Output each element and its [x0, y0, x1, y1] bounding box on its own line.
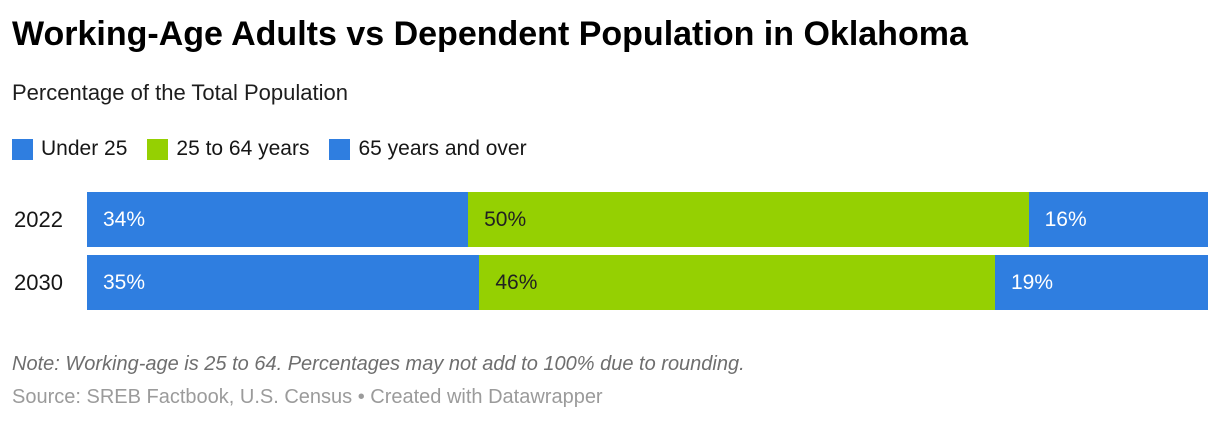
- legend-label: 65 years and over: [358, 137, 527, 160]
- value-label: 46%: [495, 270, 538, 294]
- bar-segment-25-to-64-years: 46%: [479, 255, 995, 310]
- value-label: 34%: [103, 207, 146, 231]
- category-label: 2030: [14, 269, 63, 295]
- legend-label: Under 25: [41, 137, 128, 160]
- chart-subtitle: Percentage of the Total Population: [12, 80, 348, 105]
- bar-row-2022: 2022 34% 50% 16%: [12, 192, 1208, 247]
- value-label: 35%: [103, 270, 146, 294]
- bar-chart: 2022 34% 50% 16% 2030 35% 46% 19%: [12, 192, 1208, 310]
- stacked-bar: 35% 46% 19%: [87, 255, 1208, 310]
- legend-swatch-icon: [329, 138, 351, 160]
- bar-segment-65-years-and-over: 16%: [1028, 192, 1208, 247]
- chart-container: Working-Age Adults vs Dependent Populati…: [12, 15, 1208, 408]
- bar-segment-65-years-and-over: 19%: [995, 255, 1208, 310]
- chart-source: Source: SREB Factbook, U.S. Census • Cre…: [12, 386, 603, 408]
- value-label: 16%: [1044, 207, 1087, 231]
- bar-row-2030: 2030 35% 46% 19%: [12, 255, 1208, 310]
- chart-title: Working-Age Adults vs Dependent Populati…: [12, 15, 968, 53]
- category-label: 2022: [14, 206, 63, 232]
- legend-item-under-25: Under 25: [12, 138, 127, 160]
- legend-label: 25 to 64 years: [176, 137, 310, 160]
- bar-segment-under-25: 34%: [87, 192, 469, 247]
- legend: Under 25 25 to 64 years 65 years and over: [12, 138, 1208, 160]
- chart-note: Note: Working-age is 25 to 64. Percentag…: [12, 353, 745, 375]
- value-label: 19%: [1011, 270, 1054, 294]
- bar-segment-25-to-64-years: 50%: [468, 192, 1029, 247]
- stacked-bar: 34% 50% 16%: [87, 192, 1208, 247]
- bar-segment-under-25: 35%: [87, 255, 480, 310]
- legend-swatch-icon: [147, 138, 169, 160]
- legend-item-65-years-and-over: 65 years and over: [329, 137, 527, 160]
- legend-swatch-icon: [12, 138, 33, 160]
- value-label: 50%: [484, 207, 527, 231]
- legend-item-25-to-64-years: 25 to 64 years: [147, 138, 309, 160]
